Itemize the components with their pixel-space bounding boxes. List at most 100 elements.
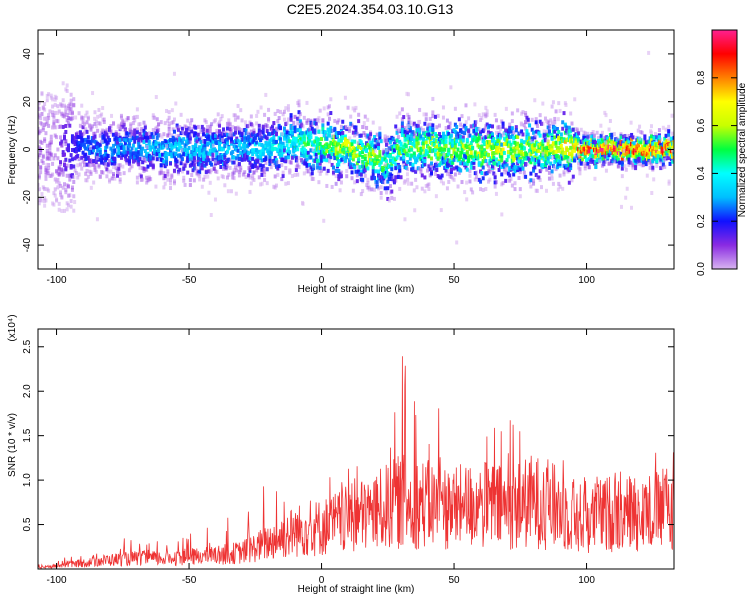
spectrogram-cell (604, 113, 608, 118)
spectrogram-cell (394, 166, 398, 171)
spectrogram-cell (353, 133, 357, 138)
spectrogram-cell (366, 142, 370, 147)
spectrogram-cell (133, 154, 137, 159)
spectrogram-cell (151, 135, 155, 140)
spectrogram-cell (141, 177, 145, 182)
spectrogram-cell (347, 158, 351, 163)
spectrogram-cell (607, 153, 611, 158)
spectrogram-cell (223, 155, 227, 160)
spectrogram-cell (395, 128, 399, 133)
spectrogram-cell (207, 190, 211, 195)
spectrogram-cell (297, 115, 301, 120)
spectrogram-cell (452, 177, 456, 182)
spectrogram-cell (375, 184, 379, 189)
spectrogram-cell (569, 163, 573, 168)
spectrogram-cell (453, 122, 457, 127)
spectrogram-cell (192, 156, 196, 161)
spectrogram-cell (670, 113, 674, 118)
spectrogram-cell (249, 122, 253, 127)
spectrogram-cell (484, 112, 488, 117)
spectrogram-cell (38, 182, 40, 187)
spectrogram-cell (443, 147, 447, 152)
spectrogram-cell (546, 156, 550, 161)
spectrogram-cell (337, 141, 341, 146)
spectrogram-cell (436, 113, 440, 118)
spectrogram-cell (121, 124, 125, 129)
spectrogram-cell (363, 168, 367, 173)
spectrogram-cell (117, 132, 121, 137)
spectrogram-cell (72, 97, 76, 102)
spectrogram-cell (178, 125, 182, 130)
spectrogram-cell (147, 139, 151, 144)
spectrogram-cell (102, 120, 106, 125)
spectrogram-cell (341, 130, 345, 135)
spectrogram-cell (506, 150, 510, 155)
spectrogram-cell (505, 158, 509, 163)
spectrogram-cell (545, 167, 549, 172)
spectrogram-cell (260, 172, 264, 177)
spectrogram-cell (431, 130, 435, 135)
spectrogram-cell (668, 161, 672, 166)
spectrogram-cell (275, 160, 278, 165)
spectrogram-cell (494, 180, 498, 185)
spectrogram-cell (69, 204, 73, 209)
spectrogram-cell (339, 170, 343, 175)
spectrogram-cell (38, 145, 41, 150)
spectrogram-cell (544, 119, 548, 124)
spectrogram-cell (556, 187, 560, 192)
spectrogram-cell (595, 130, 599, 135)
spectrogram-cell (90, 150, 94, 155)
spectrogram-cell (162, 170, 166, 175)
spectrogram-cell (76, 131, 80, 136)
spectrogram-cell (94, 169, 98, 174)
spectrogram-cell (534, 172, 538, 177)
spectrogram-cell (384, 167, 388, 172)
spectrogram-cell (392, 142, 396, 147)
spectrogram-cell (551, 100, 555, 105)
spectrogram-cell (93, 121, 97, 126)
spectrogram-cell (469, 153, 473, 158)
spectrogram-cell (598, 159, 602, 164)
spectrogram-cell (210, 122, 214, 127)
spectrogram-cell (183, 182, 187, 187)
spectrogram-cell (488, 161, 492, 166)
spectrogram-cell (440, 173, 444, 178)
spectrogram-cell (623, 158, 627, 163)
spectrogram-cell (398, 168, 402, 173)
spectrogram-cell (40, 111, 44, 116)
spectrogram-cell (312, 142, 316, 147)
spectrogram-cell (40, 112, 44, 117)
spectrogram-cell (351, 145, 355, 150)
spectrogram-cell (318, 166, 322, 171)
spectrogram-cell (96, 148, 100, 153)
spectrogram-cell (192, 166, 196, 171)
spectrogram-cell (344, 124, 348, 129)
spectrogram-cell (657, 140, 661, 145)
spectrogram-cell (188, 153, 192, 158)
spectrogram-cell (485, 112, 489, 117)
spectrogram-cell (69, 199, 73, 204)
spectrogram-cell (465, 151, 469, 156)
spectrogram-cell (225, 149, 229, 154)
spectrogram-cell (520, 138, 524, 143)
spectrogram-cell (195, 147, 199, 152)
spectrogram-cell (239, 168, 243, 173)
spectrogram-cell (361, 159, 365, 164)
spectrogram-cell (441, 181, 445, 186)
spectrogram-cell (180, 157, 184, 162)
spectrogram-cell (672, 135, 674, 140)
spectrogram-cell (375, 154, 379, 159)
spectrogram-cell (256, 157, 260, 162)
spectrogram-cell (395, 155, 399, 160)
spectrogram-cell (176, 134, 180, 139)
spectrogram-cell (317, 129, 321, 134)
spectrogram-cell (100, 169, 104, 174)
spectrogram-cell (410, 137, 414, 142)
spectrogram-cell (589, 160, 593, 165)
spectrogram-cell (218, 143, 222, 148)
spectrogram-cell (101, 130, 105, 135)
snr-x-tick-label: 100 (578, 575, 595, 586)
spectrogram-cell (204, 120, 208, 125)
spectrogram-cell (339, 138, 343, 143)
spectrogram-cell (119, 121, 123, 126)
